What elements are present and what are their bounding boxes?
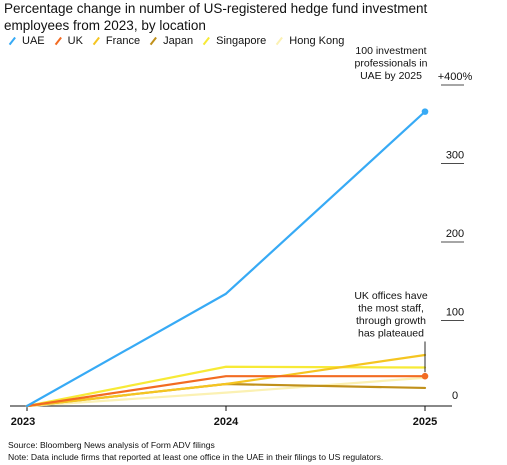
annotation-uk-line-2: through growth xyxy=(356,315,426,327)
legend: UAE UK France Japan Singapore Hong Kong xyxy=(8,33,353,49)
legend-label: UAE xyxy=(22,35,45,47)
data-note: Note: Data include firms that reported a… xyxy=(8,451,384,462)
legend-label: Singapore xyxy=(216,35,267,47)
series-line-singapore xyxy=(25,365,427,408)
legend-swatch xyxy=(202,36,211,46)
annotation-uae-line-0: 100 investment xyxy=(355,45,426,57)
legend-label: France xyxy=(105,35,141,47)
annotation-uk-line-3: has plateaued xyxy=(358,328,424,340)
legend-item-hong-kong: Hong Kong xyxy=(275,35,344,47)
legend-item-japan: Japan xyxy=(149,35,193,47)
legend-swatch xyxy=(276,36,284,46)
annotation-uk-line-0: UK offices have xyxy=(354,290,428,302)
legend-item-uk: UK xyxy=(54,35,83,47)
legend-swatch xyxy=(149,36,158,46)
y-tick-label-0: 0 xyxy=(452,390,458,402)
legend-label: Hong Kong xyxy=(289,35,345,47)
chart-title: Percentage change in number of US-regist… xyxy=(4,1,428,33)
legend-label: UK xyxy=(67,35,83,47)
chart-footer: Source: Bloomberg News analysis of Form … xyxy=(8,440,383,463)
x-tick-label-1: 2024 xyxy=(214,416,239,428)
legend-label: Japan xyxy=(163,35,194,47)
legend-swatch xyxy=(92,36,101,46)
y-tick-label-4: +400% xyxy=(438,71,473,83)
series-lines xyxy=(25,108,429,408)
y-tick-label-2: 200 xyxy=(446,228,464,240)
source-note: Source: Bloomberg News analysis of Form … xyxy=(8,440,215,450)
legend-swatch xyxy=(54,36,62,46)
series-line-uk xyxy=(25,375,427,408)
y-tick-label-3: 300 xyxy=(446,150,464,162)
x-tick-label-2: 2025 xyxy=(413,416,437,428)
legend-swatch xyxy=(8,36,17,46)
series-line-hong-kong xyxy=(25,376,427,408)
annotation-uae-line-1: professionals in xyxy=(355,58,428,70)
legend-item-france: France xyxy=(92,35,140,47)
series-line-uae xyxy=(25,110,427,408)
annotation-uk-line-1: the most staff, xyxy=(358,303,424,315)
legend-item-uae: UAE xyxy=(8,35,45,47)
axes: 0 100 200 300 +400% 2023 2024 2025 xyxy=(10,71,472,428)
series-line-france xyxy=(25,353,427,408)
legend-item-singapore: Singapore xyxy=(202,35,266,47)
y-tick-label-1: 100 xyxy=(446,307,464,319)
x-tick-label-0: 2023 xyxy=(11,416,35,428)
series-end-point-uae xyxy=(421,108,429,115)
series-end-point-uk xyxy=(421,372,429,380)
gridlines xyxy=(441,84,464,321)
annotation-uae-line-2: UAE by 2025 xyxy=(360,70,422,82)
